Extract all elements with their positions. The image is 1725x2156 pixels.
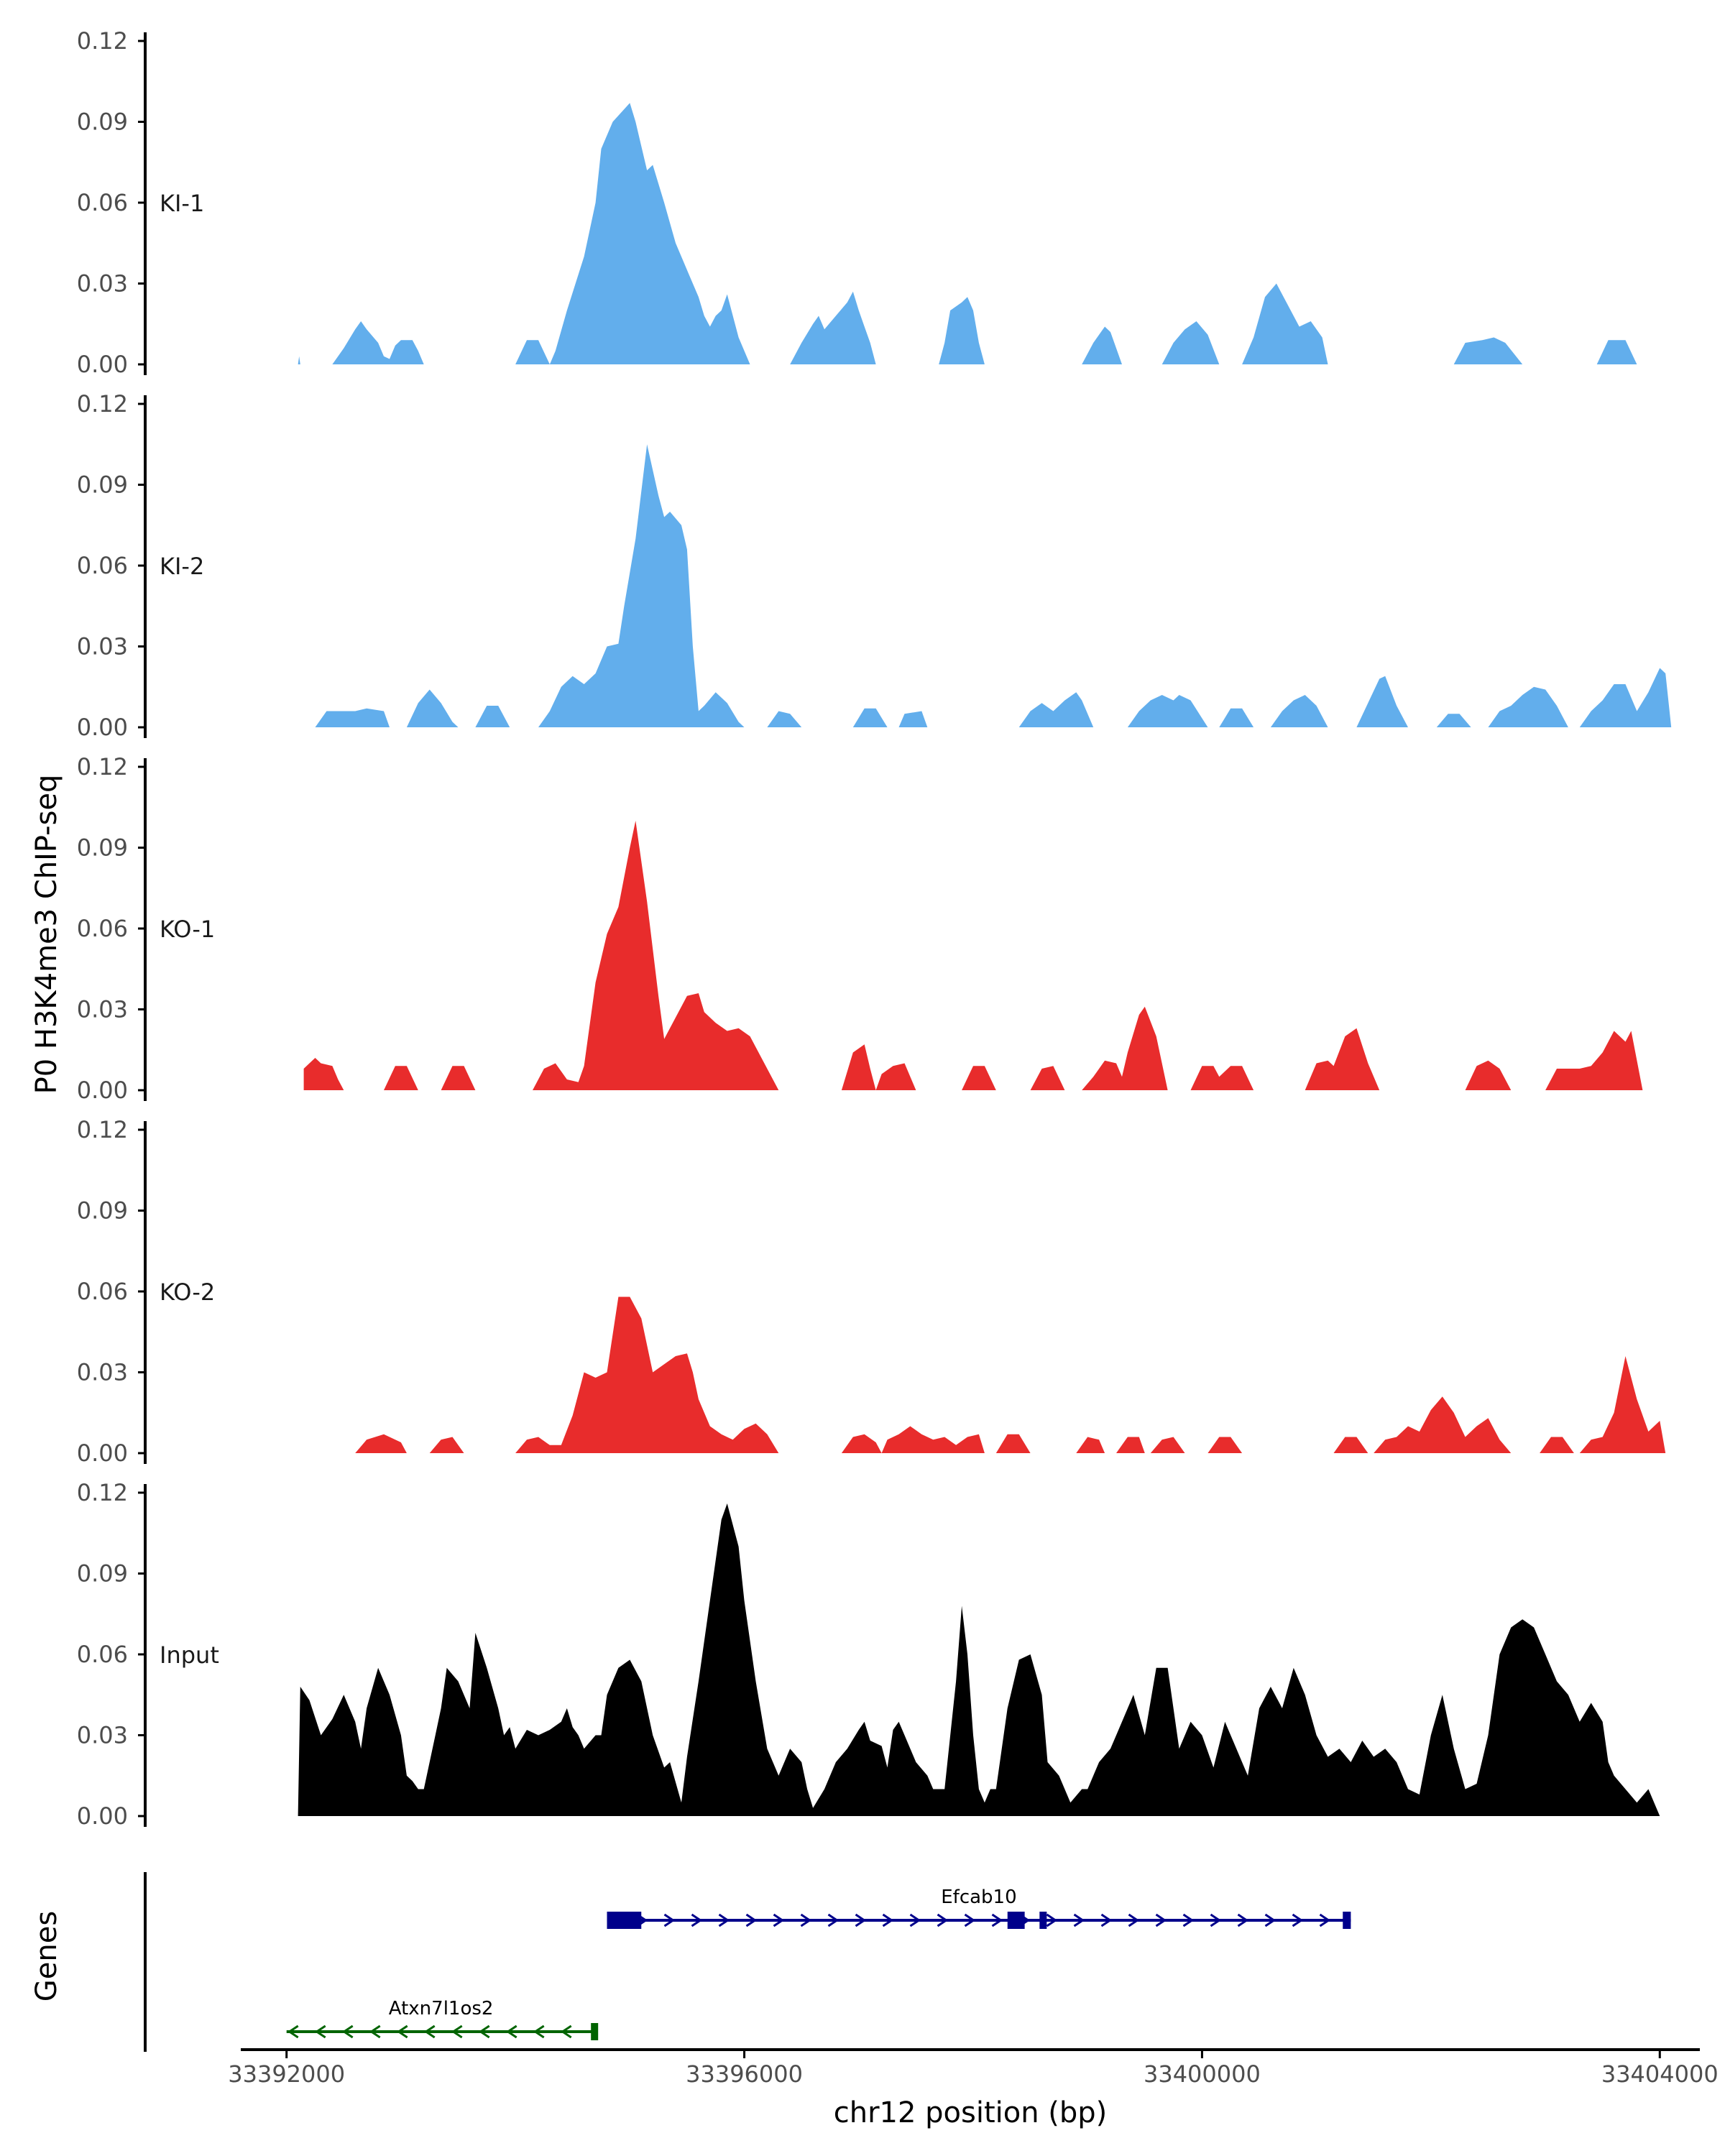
strand-arrow <box>800 1913 812 1927</box>
y-tick-label: 0.09 <box>77 471 128 499</box>
y-tick-label: 0.00 <box>77 714 128 741</box>
strand-arrow <box>1046 1913 1058 1927</box>
strand-arrow <box>1319 1913 1331 1927</box>
exon <box>591 2023 599 2040</box>
y-tick-label: 0.12 <box>77 1479 128 1506</box>
y-tick-label: 0.09 <box>77 834 128 862</box>
y-tick-label: 0.03 <box>77 996 128 1023</box>
track-label: KI-1 <box>160 190 204 217</box>
exon <box>607 1912 642 1929</box>
coverage-tracks: 0.12 0.09 0.06 0.03 0.00 KI-1 0.12 0.09 0.06 0.03… <box>77 27 1672 1830</box>
strand-arrow <box>964 1913 976 1927</box>
coverage-area <box>298 103 1637 365</box>
y-axis-title: P0 H3K4me3 ChIP-seq <box>30 775 63 1095</box>
strand-arrow <box>478 2024 490 2039</box>
track-panel: 0.12 0.09 0.06 0.03 0.00 KI-1 <box>77 27 1637 378</box>
track-label: KI-2 <box>160 553 204 580</box>
strand-arrow <box>1292 1913 1304 1927</box>
strand-arrow <box>1155 1913 1167 1927</box>
strand-arrow <box>773 1913 785 1927</box>
strand-arrow <box>663 1913 676 1927</box>
gene-panel: Genes 33392000 33396000 33400000 33404000 Ef… <box>30 1872 1719 2088</box>
strand-arrow <box>287 2024 299 2039</box>
y-tick-label: 0.06 <box>77 189 128 216</box>
y-tick-label: 0.09 <box>77 1197 128 1225</box>
y-tick-label: 0.09 <box>77 1560 128 1588</box>
coverage-area <box>303 821 1643 1090</box>
x-tick-label: 33404000 <box>1601 2060 1719 2088</box>
y-tick-label: 0.03 <box>77 633 128 660</box>
x-tick-label: 33396000 <box>686 2060 803 2088</box>
strand-arrow <box>827 1913 840 1927</box>
gene-model: Efcab10 <box>607 1886 1351 1929</box>
strand-arrow <box>691 1913 703 1927</box>
track-panel: 0.12 0.09 0.06 0.03 0.00 Input <box>77 1479 1660 1830</box>
strand-arrow <box>369 2024 381 2039</box>
genes-axis-title: Genes <box>30 1911 63 2001</box>
x-tick-label: 33400000 <box>1144 2060 1261 2088</box>
y-tick-label: 0.12 <box>77 390 128 418</box>
strand-arrow <box>909 1913 921 1927</box>
exon <box>1343 1912 1351 1929</box>
y-tick-label: 0.09 <box>77 109 128 136</box>
exon <box>1039 1912 1047 1929</box>
gene-label: Efcab10 <box>941 1886 1016 1908</box>
coverage-area <box>298 1503 1660 1816</box>
strand-arrow <box>533 2024 545 2039</box>
track-label: KO-1 <box>160 916 215 943</box>
y-tick-label: 0.00 <box>77 351 128 378</box>
y-tick-label: 0.00 <box>77 1439 128 1467</box>
strand-arrow <box>745 1913 758 1927</box>
track-label: Input <box>160 1641 219 1669</box>
y-tick-label: 0.06 <box>77 1278 128 1305</box>
track-panel: 0.12 0.09 0.06 0.03 0.00 KO-1 <box>77 753 1643 1104</box>
strand-arrow <box>1100 1913 1113 1927</box>
strand-arrow <box>855 1913 867 1927</box>
y-tick-label: 0.06 <box>77 915 128 942</box>
strand-arrow <box>1237 1913 1249 1927</box>
strand-arrow <box>1073 1913 1085 1927</box>
strand-arrow <box>1128 1913 1140 1927</box>
strand-arrow <box>1182 1913 1195 1927</box>
coverage-area <box>355 1296 1666 1453</box>
track-label: KO-2 <box>160 1279 215 1306</box>
strand-arrow <box>1210 1913 1222 1927</box>
gene-model: Atxn7l1os2 <box>286 1998 599 2040</box>
y-tick-label: 0.12 <box>77 1116 128 1143</box>
y-tick-label: 0.00 <box>77 1802 128 1830</box>
strand-arrow <box>341 2024 354 2039</box>
x-axis-title: chr12 position (bp) <box>834 2096 1108 2129</box>
strand-arrow <box>560 2024 572 2039</box>
y-tick-label: 0.12 <box>77 27 128 55</box>
y-tick-label: 0.03 <box>77 1722 128 1749</box>
strand-arrow <box>505 2024 518 2039</box>
strand-arrow <box>991 1913 1003 1927</box>
y-tick-label: 0.00 <box>77 1077 128 1104</box>
strand-arrow <box>423 2024 436 2039</box>
strand-arrow <box>937 1913 949 1927</box>
y-tick-label: 0.03 <box>77 1359 128 1386</box>
strand-arrow <box>451 2024 463 2039</box>
track-panel: 0.12 0.09 0.06 0.03 0.00 KI-2 <box>77 390 1672 741</box>
strand-arrow <box>882 1913 894 1927</box>
gene-label: Atxn7l1os2 <box>389 1998 494 2019</box>
y-tick-label: 0.03 <box>77 270 128 298</box>
exon <box>1007 1912 1025 1929</box>
strand-arrow <box>1264 1913 1276 1927</box>
strand-arrow <box>314 2024 326 2039</box>
strand-arrow <box>718 1913 730 1927</box>
track-panel: 0.12 0.09 0.06 0.03 0.00 KO-2 <box>77 1116 1666 1467</box>
y-tick-label: 0.12 <box>77 753 128 780</box>
y-tick-label: 0.06 <box>77 552 128 579</box>
coverage-area <box>315 444 1672 727</box>
strand-arrow <box>396 2024 408 2039</box>
y-tick-label: 0.06 <box>77 1641 128 1668</box>
x-tick-label: 33392000 <box>228 2060 345 2088</box>
